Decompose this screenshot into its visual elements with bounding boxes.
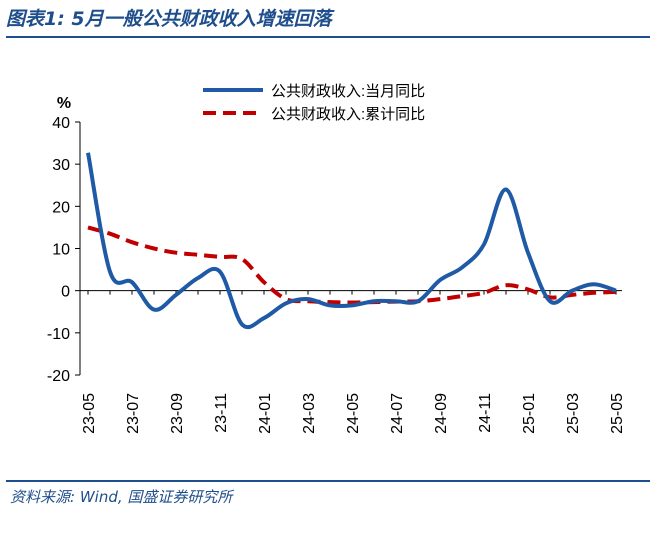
y-axis-label: % — [57, 95, 71, 112]
legend-label: 公共财政收入:累计同比 — [271, 106, 425, 123]
source-note: 资料来源: Wind, 国盛证券研究所 — [10, 488, 233, 506]
x-tick-label: 24-11 — [477, 393, 494, 433]
title-divider — [6, 36, 650, 38]
x-tick-label: 23-09 — [169, 393, 186, 434]
y-tick-label: 0 — [61, 284, 70, 301]
x-tick-label: 24-05 — [345, 393, 362, 434]
y-tick-label: 20 — [52, 199, 70, 216]
x-tick-label: 24-09 — [433, 393, 450, 434]
figure-title: 图表1: 5月一般公共财政收入增速回落 — [6, 8, 332, 30]
y-tick-label: 30 — [52, 157, 70, 174]
x-tick-label: 24-03 — [301, 393, 318, 434]
x-tick-label: 23-07 — [125, 393, 142, 434]
x-tick-label: 25-01 — [521, 393, 538, 434]
series-line-monthly-yoy — [86, 152, 617, 330]
x-tick-label: 25-03 — [565, 393, 582, 434]
y-tick-label: 10 — [52, 242, 70, 259]
x-tick-label: 25-05 — [609, 393, 626, 434]
y-tick-label: -10 — [47, 326, 70, 343]
x-tick-label: 23-11 — [213, 393, 230, 433]
x-tick-label: 24-07 — [389, 393, 406, 434]
x-tick-label: 23-05 — [81, 393, 98, 434]
y-tick-label: -20 — [47, 368, 70, 385]
legend-label: 公共财政收入:当月同比 — [271, 83, 425, 100]
chart-axes: -20 -10 0 10 20 30 40% 23-05 23-07 23-09 23-11 24-0… — [47, 95, 626, 434]
x-tick-label: 24-01 — [257, 393, 274, 434]
source-divider — [6, 480, 650, 482]
y-tick-label: 40 — [52, 115, 70, 132]
line-chart: -20 -10 0 10 20 30 40% 23-05 23-07 23-09 23-11 24-0… — [47, 83, 626, 434]
series-line-cumulative-yoy — [87, 225, 617, 305]
chart-series — [86, 152, 617, 330]
